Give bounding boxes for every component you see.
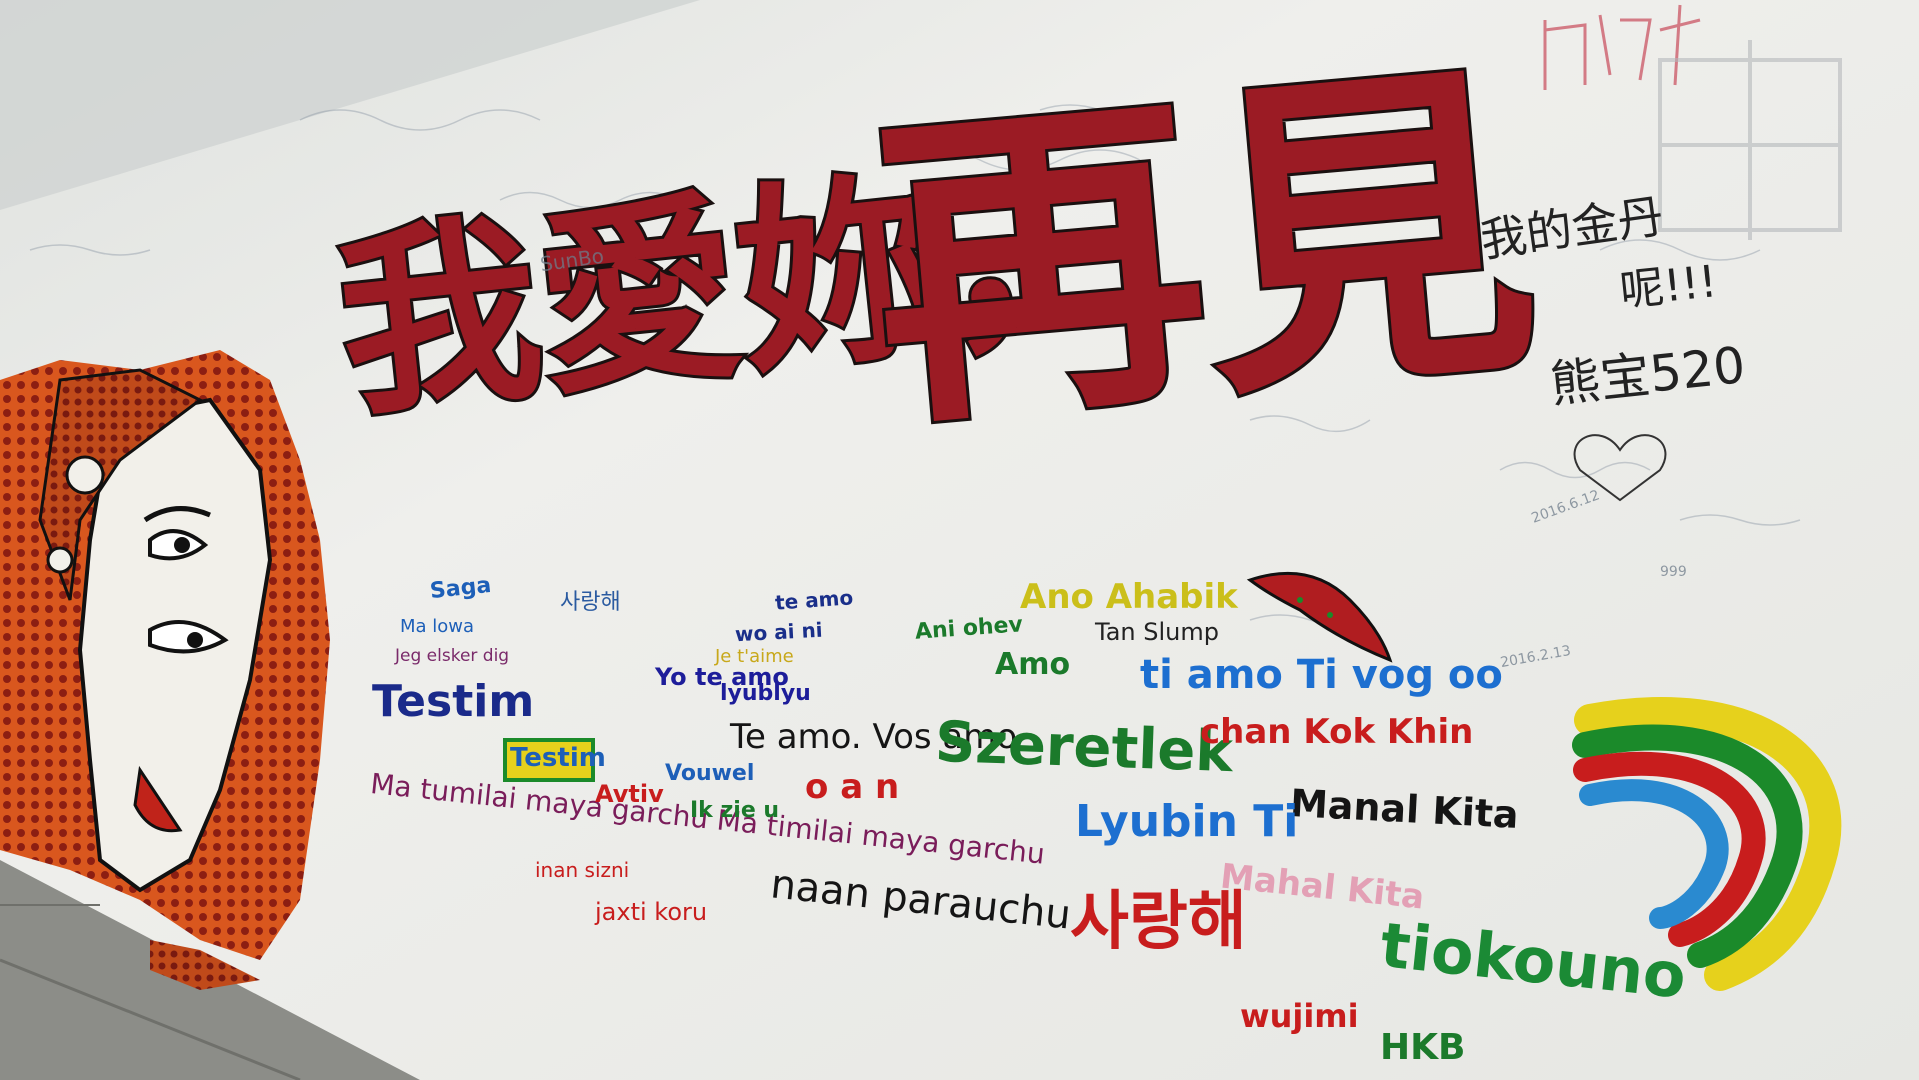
phrase-ti-amo: ti amo Ti vog oo — [1140, 652, 1503, 698]
phrase-ik-zie-u: Ik zie u — [690, 798, 780, 823]
phrase-jeg-elsker-dig: Jeg elsker dig — [395, 646, 510, 666]
testim-box-frame — [503, 738, 595, 782]
floor-joint — [0, 958, 301, 1080]
phrase-saranghae: 사랑해 — [1070, 885, 1247, 959]
phrase-lyubln: Lyubin Ti — [1075, 796, 1299, 847]
phrase-hkb: HKB — [1380, 1027, 1466, 1068]
phrase-manal-kita: Manal Kita — [1289, 781, 1520, 837]
phrase-vouwel: Vouwel — [665, 761, 755, 786]
phrase-inan-sizni: inan sizni — [535, 858, 630, 882]
top-right-line2: 呢!!! — [1617, 256, 1720, 317]
phrase-je-taime: Je t'aime — [715, 646, 794, 667]
headline-right: 再見 — [855, 28, 1552, 474]
red-brush-stroke — [1246, 571, 1393, 663]
phrase-yo-te-amo: Yo te amo — [655, 663, 789, 691]
faint-large-character — [1658, 40, 1842, 240]
phrase-o-a-n: o a n — [805, 767, 900, 807]
phrase-ma-lowa: Ma lowa — [400, 616, 475, 637]
phrase-testim: Testim — [372, 676, 535, 727]
phrase-te-amo-vos-amo: Te amo. Vos amo — [730, 717, 1018, 757]
phrase-lyublyu: lyublyu — [720, 681, 811, 706]
phrase-korean-small: 사랑해 — [560, 590, 621, 615]
top-right-red-scrawl — [1543, 4, 1701, 90]
scrawl-num: 999 — [1660, 564, 1687, 580]
phrase-te-amo-top: te amo — [774, 585, 854, 615]
phrase-wujimi: wujimi — [1240, 997, 1359, 1035]
phrase-chan-kok-khin: chan Kok Khin — [1200, 712, 1474, 752]
phrase-szeretlek: Szeretlek — [933, 709, 1234, 786]
phrase-tan-slump: Tan Slump — [1095, 618, 1219, 646]
rainbow-mural — [1572, 697, 1842, 991]
ceiling-shadow — [0, 0, 700, 210]
phrase-amo: Amo — [995, 647, 1071, 682]
phrase-testim-box: Testim — [510, 743, 606, 773]
phrase-jaxti-koru: jaxti koru — [595, 898, 708, 926]
phrase-wo-ai-ni: wo ai ni — [734, 617, 824, 647]
phrase-aa-rabik: Ano Ahabik — [1020, 577, 1238, 617]
comic-girl-mural — [0, 350, 330, 990]
phrase-avtiv: Avtiv — [595, 780, 664, 808]
heart-doodle — [1573, 434, 1667, 502]
